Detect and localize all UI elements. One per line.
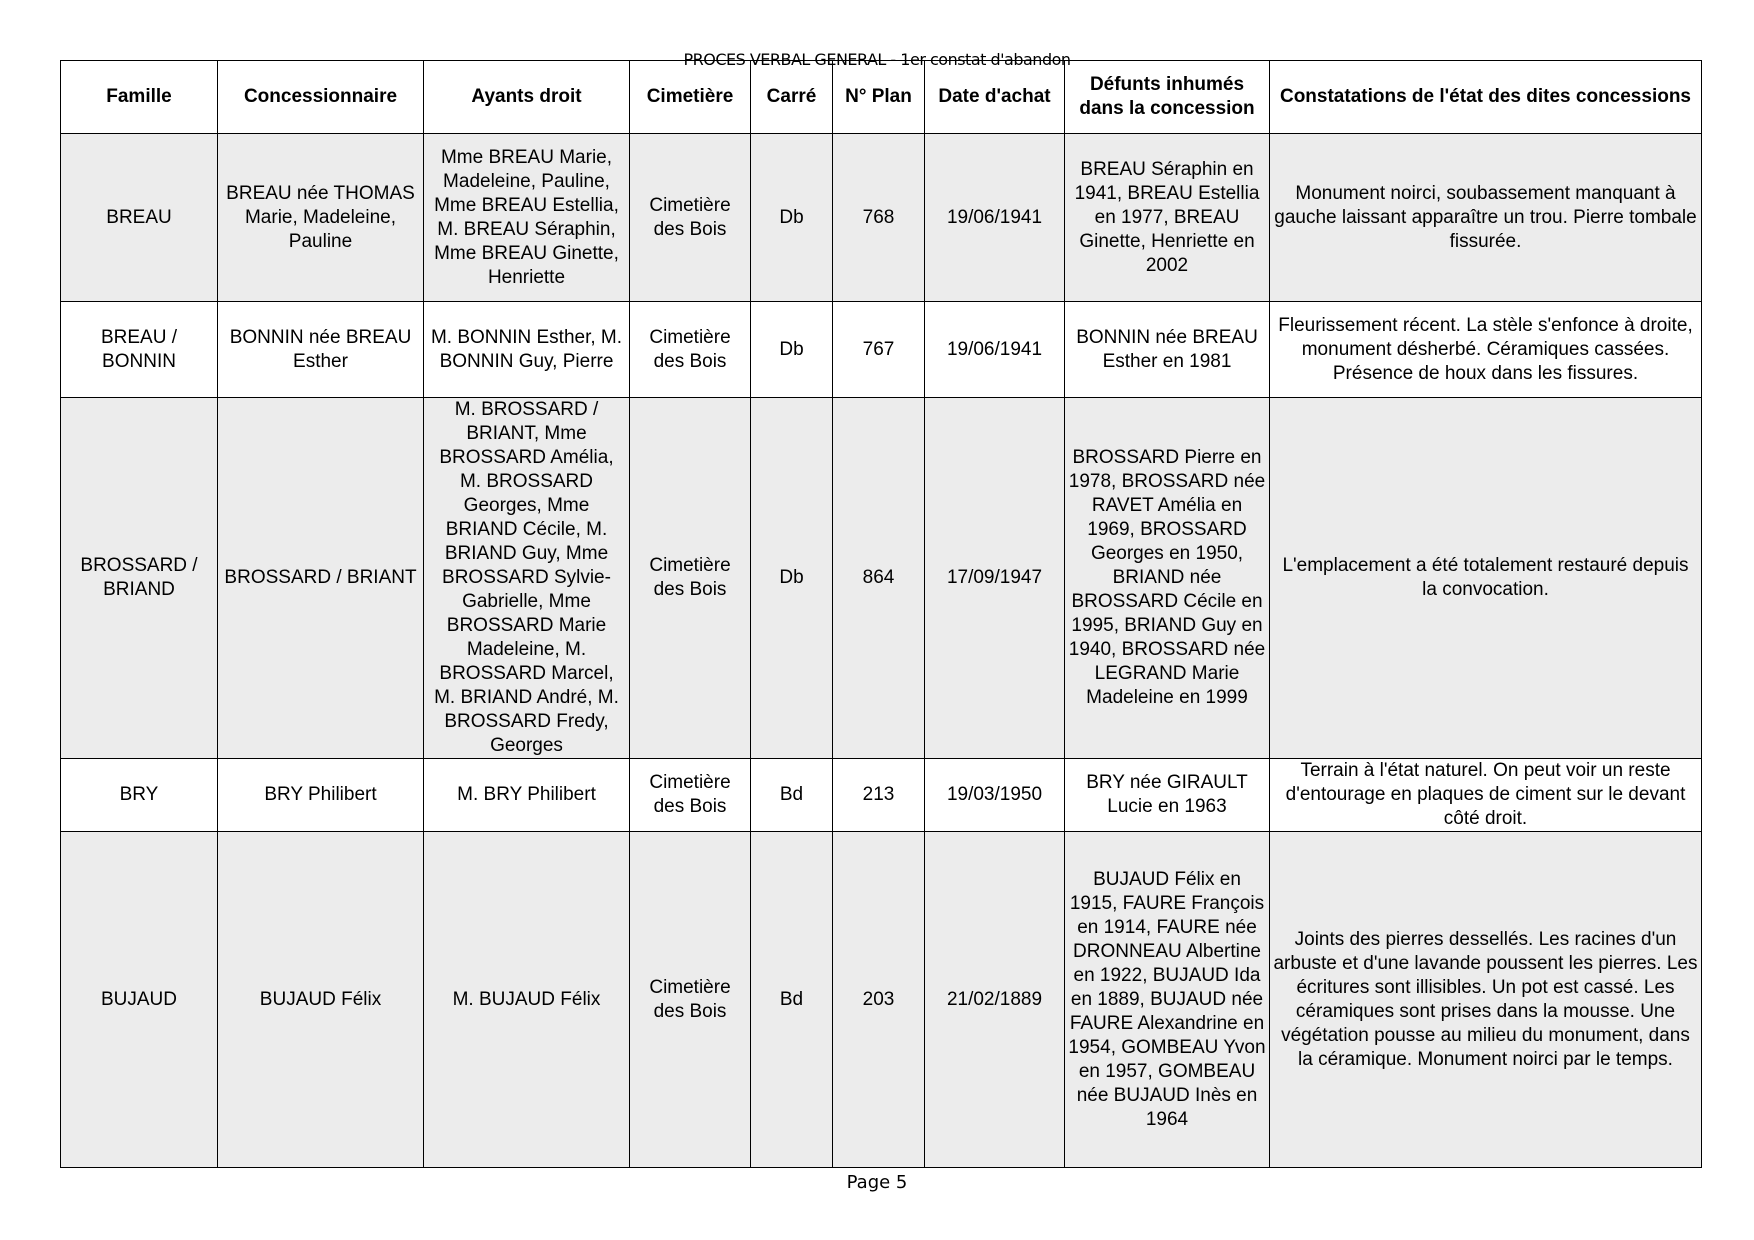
cell-plan: 768 — [832, 133, 925, 302]
cell-carre: Db — [750, 301, 833, 398]
cell-carre: Bd — [750, 758, 833, 832]
cell-concessionnaire: BONNIN née BREAU Esther — [217, 301, 424, 398]
header-constatations: Constatations de l'état des dites conces… — [1269, 60, 1702, 134]
cell-concessionnaire: BREAU née THOMAS Marie, Madeleine, Pauli… — [217, 133, 424, 302]
table-row: BREAU BREAU née THOMAS Marie, Madeleine, … — [60, 133, 1702, 302]
table-row: BRY BRY Philibert M. BRY Philibert Cimetièr… — [60, 758, 1702, 832]
header-famille: Famille — [60, 60, 218, 134]
cell-carre: Db — [750, 397, 833, 759]
cell-ayants: M. BROSSARD / BRIANT, Mme BROSSARD Améli… — [423, 397, 630, 759]
cell-defunts: BONNIN née BREAU Esther en 1981 — [1064, 301, 1270, 398]
cell-cimetiere: Cimetière des Bois — [629, 133, 751, 302]
cell-cimetiere: Cimetière des Bois — [629, 397, 751, 759]
cell-defunts: BRY née GIRAULT Lucie en 1963 — [1064, 758, 1270, 832]
page-number: Page 5 — [846, 1172, 908, 1193]
cell-ayants: M. BRY Philibert — [423, 758, 630, 832]
cell-plan: 213 — [832, 758, 925, 832]
cell-cimetiere: Cimetière des Bois — [629, 758, 751, 832]
cell-ayants: M. BONNIN Esther, M. BONNIN Guy, Pierre — [423, 301, 630, 398]
cell-cimetiere: Cimetière des Bois — [629, 301, 751, 398]
cell-ayants: M. BUJAUD Félix — [423, 831, 630, 1168]
cell-concessionnaire: BROSSARD / BRIANT — [217, 397, 424, 759]
cell-famille: BRY — [60, 758, 218, 832]
header-plan: N° Plan — [832, 60, 925, 134]
cell-defunts: BROSSARD Pierre en 1978, BROSSARD née RA… — [1064, 397, 1270, 759]
cell-defunts: BREAU Séraphin en 1941, BREAU Estellia e… — [1064, 133, 1270, 302]
header-carre: Carré — [750, 60, 833, 134]
cell-constat: Terrain à l'état naturel. On peut voir u… — [1269, 758, 1702, 832]
cell-date: 21/02/1889 — [924, 831, 1065, 1168]
cell-plan: 767 — [832, 301, 925, 398]
cell-cimetiere: Cimetière des Bois — [629, 831, 751, 1168]
header-row: Famille Concessionnaire Ayants droit Cim… — [60, 60, 1702, 134]
cell-constat: Monument noirci, soubassement manquant à… — [1269, 133, 1702, 302]
cell-concessionnaire: BRY Philibert — [217, 758, 424, 832]
cell-ayants: Mme BREAU Marie, Madeleine, Pauline, Mme… — [423, 133, 630, 302]
cell-defunts: BUJAUD Félix en 1915, FAURE François en … — [1064, 831, 1270, 1168]
cell-plan: 203 — [832, 831, 925, 1168]
cell-date: 17/09/1947 — [924, 397, 1065, 759]
header-ayants-droit: Ayants droit — [423, 60, 630, 134]
header-concessionnaire: Concessionnaire — [217, 60, 424, 134]
concessions-table: Famille Concessionnaire Ayants droit Cim… — [60, 60, 1702, 1168]
cell-date: 19/03/1950 — [924, 758, 1065, 832]
header-date-achat: Date d'achat — [924, 60, 1065, 134]
cell-famille: BREAU / BONNIN — [60, 301, 218, 398]
cell-carre: Bd — [750, 831, 833, 1168]
cell-famille: BROSSARD / BRIAND — [60, 397, 218, 759]
cell-famille: BREAU — [60, 133, 218, 302]
table-row: BROSSARD / BRIAND BROSSARD / BRIANT M. BRO… — [60, 397, 1702, 759]
header-defunts: Défunts inhumés dans la concession — [1064, 60, 1270, 134]
cell-famille: BUJAUD — [60, 831, 218, 1168]
cell-date: 19/06/1941 — [924, 133, 1065, 302]
cell-date: 19/06/1941 — [924, 301, 1065, 398]
cell-concessionnaire: BUJAUD Félix — [217, 831, 424, 1168]
document-title: PROCES VERBAL GENERAL - 1er constat d'ab… — [683, 50, 1071, 69]
cell-constat: Fleurissement récent. La stèle s'enfonce… — [1269, 301, 1702, 398]
table-row: BUJAUD BUJAUD Félix M. BUJAUD Félix Cimetiè… — [60, 831, 1702, 1168]
cell-constat: L'emplacement a été totalement restauré … — [1269, 397, 1702, 759]
cell-constat: Joints des pierres dessellés. Les racine… — [1269, 831, 1702, 1168]
cell-carre: Db — [750, 133, 833, 302]
table-row: BREAU / BONNIN BONNIN née BREAU Esther M. … — [60, 301, 1702, 398]
header-cimetiere: Cimetière — [629, 60, 751, 134]
cell-plan: 864 — [832, 397, 925, 759]
